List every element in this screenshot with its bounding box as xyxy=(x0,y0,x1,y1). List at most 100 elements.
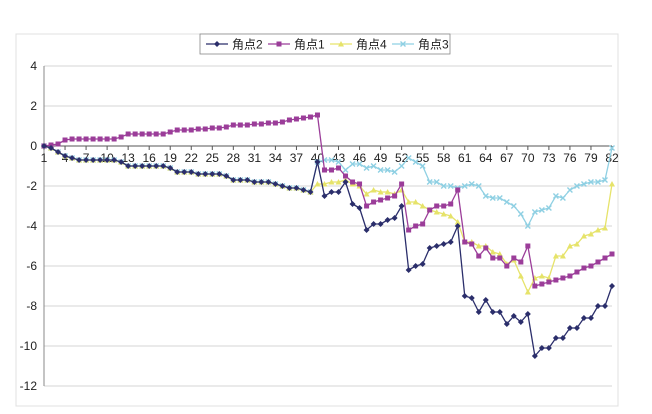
data-point xyxy=(490,255,496,261)
data-point xyxy=(377,221,384,227)
data-point xyxy=(356,161,363,167)
data-point xyxy=(594,303,601,309)
data-point xyxy=(202,126,208,132)
data-point xyxy=(125,163,132,169)
data-point xyxy=(426,245,433,251)
data-point xyxy=(441,203,447,209)
data-point xyxy=(468,295,475,301)
data-point xyxy=(552,335,559,341)
data-point xyxy=(427,207,433,213)
x-tick-label: 64 xyxy=(479,151,493,165)
x-tick-label: 1 xyxy=(41,151,48,165)
data-point xyxy=(237,122,243,128)
data-point xyxy=(230,122,236,128)
data-point xyxy=(462,239,468,245)
data-point xyxy=(391,169,398,175)
x-tick-label: 79 xyxy=(584,151,598,165)
data-point xyxy=(244,122,250,128)
chart-background xyxy=(15,33,619,407)
data-point xyxy=(566,325,573,331)
data-point xyxy=(357,181,363,187)
y-axis: 4 2 0 -2 -4 -6 -8 -10 -12 xyxy=(20,59,45,393)
data-point xyxy=(329,167,335,173)
data-point xyxy=(48,145,55,151)
data-point xyxy=(538,207,545,213)
y-tick-label: 2 xyxy=(30,99,37,113)
legend-label: 角点3 xyxy=(418,38,449,52)
data-point xyxy=(461,183,468,189)
data-point xyxy=(489,249,496,255)
data-point xyxy=(350,179,356,185)
data-point xyxy=(580,233,587,239)
data-point xyxy=(139,163,146,169)
data-point xyxy=(118,134,124,140)
data-point xyxy=(497,255,503,261)
data-point xyxy=(336,165,342,171)
data-point xyxy=(475,243,482,249)
data-point xyxy=(601,225,608,231)
legend-swatch-marker xyxy=(400,41,406,47)
data-point xyxy=(566,243,573,249)
data-point xyxy=(573,183,580,189)
data-point xyxy=(587,315,594,321)
data-point xyxy=(587,231,594,237)
legend-label: 角点2 xyxy=(232,38,263,52)
data-point xyxy=(69,136,75,142)
data-point xyxy=(146,131,152,137)
data-point xyxy=(524,223,531,229)
data-point xyxy=(503,199,510,205)
data-point xyxy=(286,185,293,191)
data-point xyxy=(517,319,524,325)
data-point xyxy=(258,121,264,127)
data-point xyxy=(433,209,440,215)
data-point xyxy=(398,203,405,209)
data-point xyxy=(546,279,552,285)
x-tick-label: 25 xyxy=(206,151,220,165)
data-point xyxy=(153,163,160,169)
data-point xyxy=(574,269,580,275)
data-point xyxy=(440,211,447,217)
legend: 角点2 角点1 角点4 角点3 xyxy=(199,33,451,55)
data-point xyxy=(209,125,215,131)
data-point xyxy=(496,251,503,257)
data-point xyxy=(76,157,83,163)
data-point xyxy=(419,261,426,267)
data-point xyxy=(475,183,482,189)
data-point xyxy=(510,203,517,209)
legend-label: 角点4 xyxy=(356,38,387,52)
data-point xyxy=(370,221,377,227)
data-point xyxy=(469,241,475,247)
data-point xyxy=(433,243,440,249)
legend-label: 角点1 xyxy=(294,38,325,52)
data-point xyxy=(307,114,313,120)
data-point xyxy=(69,155,76,161)
data-point xyxy=(454,219,461,225)
x-tick-label: 28 xyxy=(227,151,241,165)
data-point xyxy=(601,303,608,309)
data-point xyxy=(97,136,103,142)
data-point xyxy=(580,315,587,321)
data-point xyxy=(293,116,299,122)
data-point xyxy=(489,195,496,201)
data-point xyxy=(237,177,244,183)
data-point xyxy=(321,167,327,173)
data-point xyxy=(139,131,145,137)
data-point xyxy=(377,167,384,173)
x-tick-label: 58 xyxy=(437,151,451,165)
x-tick-label: 37 xyxy=(290,151,304,165)
data-point xyxy=(371,199,377,205)
legend-swatch-marker xyxy=(338,41,344,47)
data-point xyxy=(525,243,531,249)
data-point xyxy=(552,253,559,259)
data-point xyxy=(125,131,131,137)
data-point xyxy=(55,141,61,147)
data-point xyxy=(461,293,468,299)
data-point xyxy=(328,157,335,163)
data-point xyxy=(363,191,370,197)
data-point xyxy=(573,241,580,247)
x-tick-label: 55 xyxy=(416,151,430,165)
data-point xyxy=(160,163,167,169)
data-point xyxy=(223,173,230,179)
data-point xyxy=(335,179,342,185)
